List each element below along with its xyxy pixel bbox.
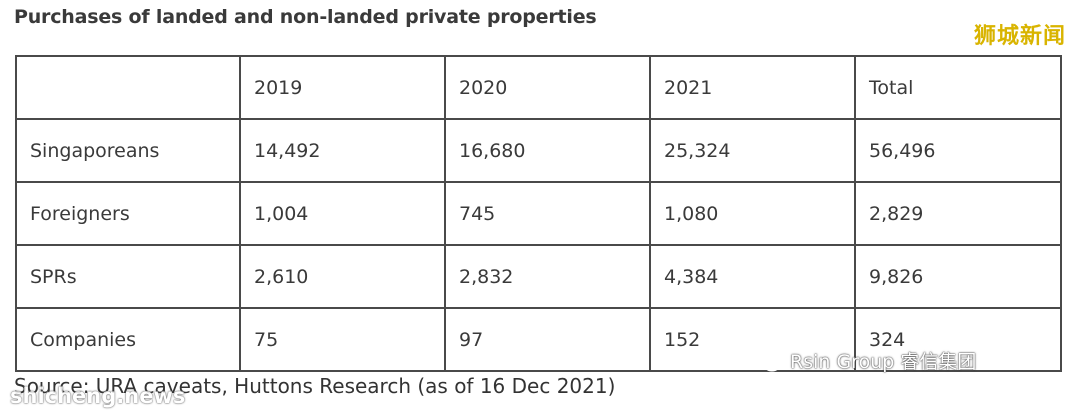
table-row: Foreigners 1,004 745 1,080 2,829 <box>15 181 1062 246</box>
table-cell: 1,004 <box>239 181 446 246</box>
watermark-right: Rsin Group 睿信集团 <box>752 347 976 374</box>
data-table: 2019 2020 2021 Total Singaporeans 14,492… <box>15 55 1062 372</box>
table-cell: 16,680 <box>444 118 651 183</box>
table-row: Singaporeans 14,492 16,680 25,324 56,496 <box>15 118 1062 183</box>
table-cell: 9,826 <box>854 244 1062 309</box>
header-cell: 2021 <box>649 55 856 120</box>
header-cell: 2020 <box>444 55 651 120</box>
table-cell: 1,080 <box>649 181 856 246</box>
watermark-top: 狮城新闻 <box>973 24 1066 49</box>
header-cell: Total <box>854 55 1062 120</box>
watermark-left: shicheng.news <box>10 384 186 408</box>
table-row: Companies 75 97 152 324 <box>15 307 1062 372</box>
source-note: Source: URA caveats, Huttons Research (a… <box>14 374 616 398</box>
page-title: Purchases of landed and non-landed priva… <box>14 6 597 28</box>
table-cell: 75 <box>239 307 446 372</box>
header-cell: 2019 <box>239 55 446 120</box>
table-cell: 2,829 <box>854 181 1062 246</box>
table-cell: 745 <box>444 181 651 246</box>
row-label: Singaporeans <box>15 118 241 183</box>
chat-bubble-icon <box>753 350 781 371</box>
table-cell: 2,832 <box>444 244 651 309</box>
row-label: Foreigners <box>15 181 241 246</box>
table-header-row: 2019 2020 2021 Total <box>15 55 1062 120</box>
table-cell: 56,496 <box>854 118 1062 183</box>
table-cell: 97 <box>444 307 651 372</box>
table-cell: 4,384 <box>649 244 856 309</box>
header-cell <box>15 55 241 120</box>
table-cell: 152 <box>649 307 856 372</box>
table-cell: 25,324 <box>649 118 856 183</box>
watermark-right-text: Rsin Group 睿信集团 <box>790 351 977 373</box>
row-label: Companies <box>15 307 241 372</box>
row-label: SPRs <box>15 244 241 309</box>
table-row: SPRs 2,610 2,832 4,384 9,826 <box>15 244 1062 309</box>
table-cell: 2,610 <box>239 244 446 309</box>
table-cell: 324 <box>854 307 1062 372</box>
table-cell: 14,492 <box>239 118 446 183</box>
